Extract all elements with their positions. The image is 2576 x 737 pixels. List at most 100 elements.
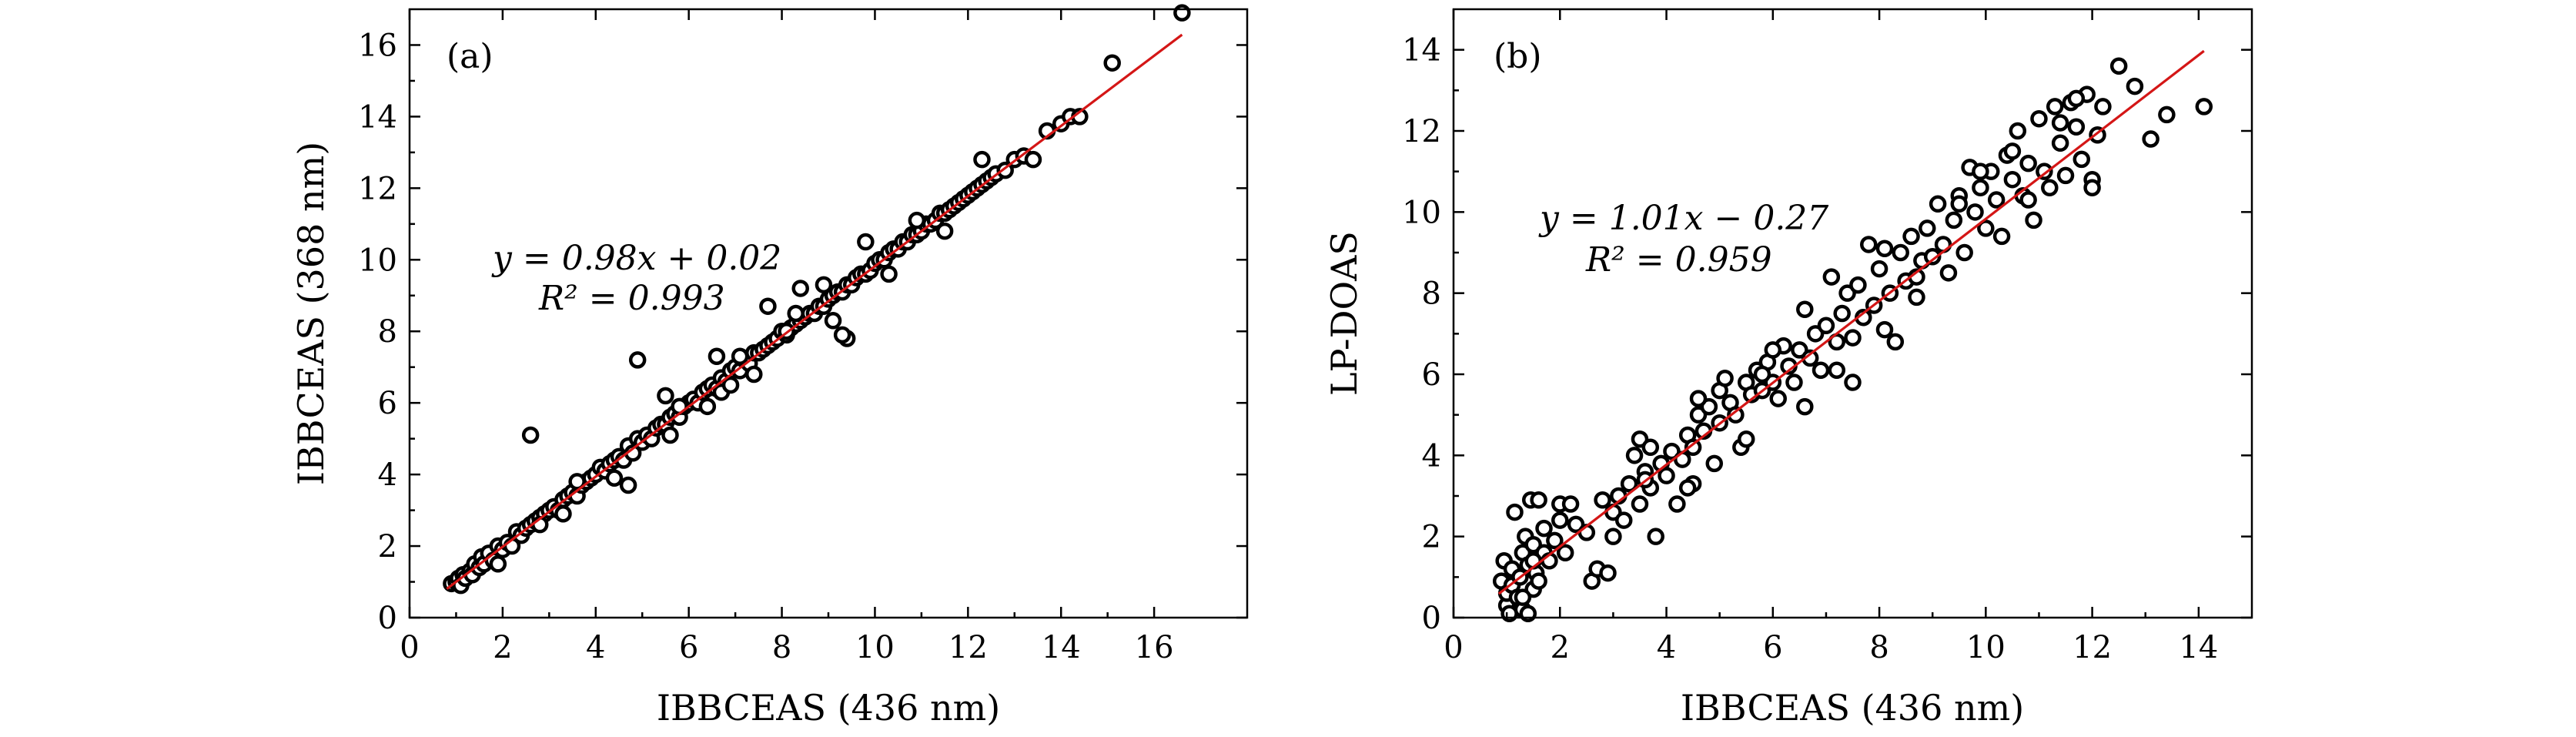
chart-a-y-tick-label: 14 <box>358 99 397 135</box>
chart-b-point <box>2003 142 2022 160</box>
chart-b-point <box>1678 479 1697 497</box>
chart-b-plot-frame <box>1452 8 2253 619</box>
chart-b-point <box>2036 162 2053 180</box>
chart-b-point <box>1556 544 1574 561</box>
chart-b-point <box>1737 430 1755 448</box>
chart-b-point <box>2003 170 2022 189</box>
chart-a-r-squared: R² = 0.993 <box>538 279 725 318</box>
chart-b-point <box>1875 320 1894 339</box>
chart-a-point <box>554 504 572 523</box>
chart-b-y-tick-label: 0 <box>1422 601 1441 636</box>
chart-b-point <box>1796 397 1814 416</box>
chart-b-point <box>1950 195 1969 213</box>
chart-b-y-tick-label: 14 <box>1402 33 1441 69</box>
chart-b-point <box>2051 114 2069 132</box>
chart-b-point <box>1506 503 1524 521</box>
chart-b-equation: y = 1.01x − 0.27 <box>1538 199 1828 238</box>
chart-b-point <box>1849 276 1867 294</box>
chart-b-point <box>1658 467 1675 484</box>
chart-b-point <box>1939 264 1958 282</box>
chart-a-equation: y = 0.98x + 0.02 <box>491 239 781 278</box>
chart-b-point <box>1886 333 1905 351</box>
chart-a-fit-line <box>446 33 1183 590</box>
chart-a-point <box>1103 54 1121 72</box>
chart-a-point <box>824 312 842 330</box>
chart-a-y-tick-label: 0 <box>378 601 397 636</box>
chart-b-point <box>2030 109 2048 128</box>
chart-b-point <box>1796 300 1814 318</box>
chart-b-x-tick-label: 8 <box>1869 630 1889 665</box>
chart-b-point <box>1604 528 1622 545</box>
chart-b-x-axis: 0 2 4 6 8 10 12 14 <box>1444 9 2218 665</box>
chart-b-point <box>1833 304 1851 323</box>
chart-b-point <box>1514 588 1532 606</box>
chart-b-fit-line <box>1497 49 2205 595</box>
chart-a-point <box>605 469 624 487</box>
chart-a-panel-label: (a) <box>447 37 493 76</box>
chart-b-point <box>2051 134 2069 152</box>
chart-b-point <box>1929 195 1947 213</box>
chart-a-point <box>787 304 805 323</box>
chart-a-x-tick-label: 14 <box>1042 630 1081 665</box>
chart-b-x-tick-label: 2 <box>1551 630 1570 665</box>
chart-b-point <box>1844 374 1862 391</box>
chart-b-point <box>1955 243 1973 262</box>
chart-panel-a: 0 2 4 6 8 10 12 14 16 0 2 4 6 8 10 12 14 16 (a) y = 0.98… <box>290 4 1249 729</box>
chart-b-point <box>1992 227 2011 246</box>
chart-b-point <box>2041 179 2059 196</box>
chart-a-point <box>698 397 717 416</box>
chart-a-y-tick-label: 12 <box>358 171 397 206</box>
chart-b-y-tick-label: 2 <box>1422 520 1441 555</box>
chart-a-point <box>759 297 777 315</box>
chart-a-x-tick-label: 8 <box>772 630 791 665</box>
chart-a-y-tick-label: 4 <box>378 457 397 493</box>
chart-a-y-tick-label: 10 <box>358 243 397 278</box>
chart-a-point <box>1024 150 1042 169</box>
chart-a-y-tick-label: 2 <box>378 529 397 564</box>
chart-b-y-tick-label: 10 <box>1402 195 1441 230</box>
chart-b-point <box>2009 122 2027 140</box>
chart-b-point <box>1769 390 1787 407</box>
chart-a-x-tick-label: 4 <box>586 630 605 665</box>
chart-a-point <box>657 387 674 405</box>
chart-b-point <box>1716 370 1734 387</box>
chart-b-point <box>2025 211 2042 229</box>
chart-b-point <box>1631 495 1649 513</box>
chart-b-point <box>1972 179 1989 196</box>
chart-b-point <box>1892 243 1909 262</box>
chart-b-point <box>1785 374 1803 391</box>
chart-b-point <box>1647 528 1664 545</box>
chart-b-point <box>1945 211 1963 229</box>
chart-b-point <box>1977 219 1995 237</box>
chart-a-point <box>521 426 540 444</box>
chart-a-point <box>857 233 875 251</box>
chart-b-y-tick-label: 6 <box>1422 357 1441 393</box>
chart-b-point <box>1870 260 1889 278</box>
chart-b-y-tick-label: 12 <box>1402 114 1441 149</box>
chart-b-point <box>2126 77 2144 95</box>
chart-b-point <box>1908 288 1925 307</box>
chart-a-y-axis: 0 2 4 6 8 10 12 14 16 <box>358 28 1247 636</box>
chart-b-x-tick-label: 0 <box>1444 630 1463 665</box>
chart-b-point <box>1822 268 1841 286</box>
chart-a-point <box>731 347 749 366</box>
chart-b-point <box>1844 329 1862 347</box>
chart-b-x-tick-label: 12 <box>2073 630 2112 665</box>
chart-b-panel-label: (b) <box>1494 37 1542 76</box>
chart-b-point <box>1684 438 1702 457</box>
chart-b-point <box>2142 130 2159 148</box>
chart-b-point <box>1689 390 1708 407</box>
chart-a-x-tick-label: 0 <box>400 630 419 665</box>
chart-b-point <box>2094 98 2112 116</box>
chart-b-point <box>1668 495 1686 513</box>
chart-b-point <box>1551 511 1569 529</box>
chart-a-point <box>973 150 991 169</box>
chart-a-x-axis-label: IBBCEAS (436 nm) <box>657 687 1000 729</box>
chart-b-points <box>1492 57 2213 622</box>
chart-a-x-tick-label: 12 <box>948 630 988 665</box>
chart-b-point <box>1561 495 1580 513</box>
chart-b-point <box>1987 191 2006 209</box>
chart-b-point <box>1972 162 1989 180</box>
chart-panel-b: 0 2 4 6 8 10 12 14 0 2 4 6 8 10 12 14 (b) y = 1.01x − … <box>1323 8 2253 729</box>
